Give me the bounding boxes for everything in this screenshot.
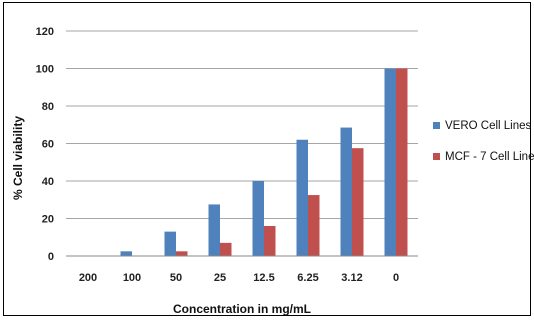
y-tick-label: 20	[42, 214, 54, 226]
x-tick-labels: 200 100 50 25 12.5 6.25 3.12 0	[79, 272, 399, 284]
bars	[120, 68, 408, 256]
bar-mcf7-25	[220, 242, 232, 256]
bar-vero-3.12	[340, 127, 352, 256]
y-tick-labels: 0 20 40 60 80 100 120	[36, 26, 54, 263]
bar-vero-6.25	[296, 139, 308, 256]
y-tick-label: 40	[42, 176, 54, 188]
y-tick-label: 80	[42, 101, 54, 113]
bar-vero-25	[208, 204, 220, 256]
bar-mcf7-0	[396, 68, 408, 256]
x-tick-label: 12.5	[253, 272, 274, 284]
gridlines	[66, 30, 418, 219]
x-tick-label: 50	[170, 272, 182, 284]
bar-mcf7-12.5	[264, 226, 276, 256]
legend: VERO Cell Lines MCF - 7 Cell Lines	[433, 120, 534, 163]
x-tick-label: 200	[79, 272, 97, 284]
bar-vero-50	[164, 231, 176, 256]
x-tick-label: 100	[123, 272, 141, 284]
y-tick-label: 60	[42, 139, 54, 151]
y-axis-label: % Cell viability	[11, 116, 25, 200]
x-tick-label: 6.25	[297, 272, 318, 284]
y-tick-label: 100	[36, 64, 54, 76]
bar-mcf7-50	[176, 251, 188, 256]
bar-vero-0	[384, 68, 396, 256]
x-tick-label: 25	[214, 272, 226, 284]
bar-mcf7-3.12	[352, 148, 364, 256]
chart-frame	[3, 2, 531, 316]
legend-swatch	[433, 153, 440, 160]
y-tick-label: 0	[48, 251, 54, 263]
bar-vero-12.5	[252, 181, 264, 256]
bar-vero-100	[120, 251, 132, 256]
legend-label: MCF - 7 Cell Lines	[445, 151, 534, 163]
x-tick-label: 0	[393, 272, 399, 284]
y-tick-label: 120	[36, 26, 54, 38]
x-axis-label: Concentration in mg/mL	[173, 302, 311, 316]
legend-label: VERO Cell Lines	[445, 120, 532, 132]
legend-swatch	[433, 122, 440, 129]
x-tick-label: 3.12	[341, 272, 362, 284]
bar-mcf7-6.25	[308, 195, 320, 256]
